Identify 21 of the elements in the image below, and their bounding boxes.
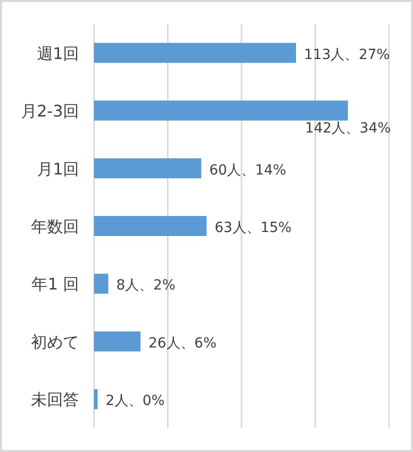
data-label: 60人、14% <box>209 162 286 178</box>
y-tick-label: 年1 回 <box>32 274 79 294</box>
data-label: 63人、15% <box>214 220 292 236</box>
bar <box>94 42 296 63</box>
data-label: 113人、27% <box>304 46 390 63</box>
bar <box>94 389 98 410</box>
y-tick-label: 年数回 <box>31 217 79 236</box>
data-label: 8人、2% <box>116 278 176 294</box>
bar <box>94 158 202 178</box>
data-label: 26人、6% <box>148 335 217 352</box>
y-tick-label: 未回答 <box>31 390 79 410</box>
bar <box>94 274 108 294</box>
data-label: 2人、0% <box>106 393 165 410</box>
data-label: 142人、34% <box>304 120 391 137</box>
bar <box>94 331 140 352</box>
y-tick-label: 初めて <box>31 332 79 352</box>
y-tick-label: 月1回 <box>36 159 79 178</box>
y-tick-label: 月2-3回 <box>20 102 79 121</box>
bar <box>94 216 207 236</box>
y-tick-label: 週1回 <box>36 44 79 63</box>
bar <box>94 100 348 121</box>
